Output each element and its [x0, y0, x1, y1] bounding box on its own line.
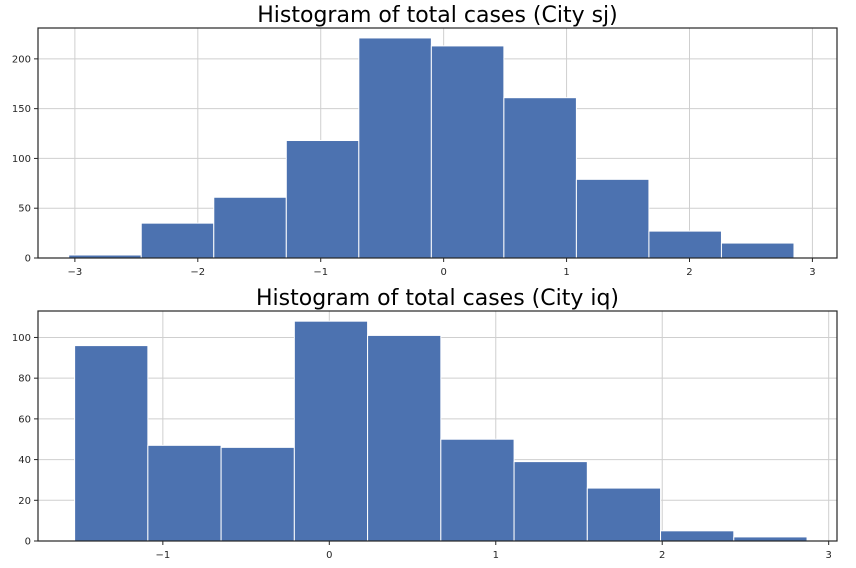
bars-iq: [74, 320, 808, 542]
histogram-bar: [648, 230, 722, 259]
y-tick-label: 100: [12, 333, 31, 344]
y-tick-label: 0: [25, 254, 31, 265]
histogram-bar: [367, 334, 442, 542]
x-tick-label: −2: [190, 267, 205, 278]
chart-title-sj: Histogram of total cases (City sj): [257, 3, 618, 28]
histogram-bar: [285, 140, 360, 259]
histogram-bar: [586, 487, 662, 542]
histogram-bar: [220, 446, 295, 542]
x-tick-label: −1: [313, 267, 328, 278]
axes-frame-sj: [37, 27, 838, 259]
x-tick-label: 3: [809, 267, 815, 278]
histogram-bar: [74, 345, 149, 542]
y-tick-label: 40: [18, 455, 31, 466]
x-tick-label: 0: [326, 550, 332, 561]
x-tick-label: −3: [68, 267, 83, 278]
histogram-sj: −3 −2 −1 0 1 2 3 0 50 100 150 200 Histogram of total…: [12, 3, 838, 278]
x-tick-label: −1: [155, 550, 170, 561]
chart-title-iq: Histogram of total cases (City iq): [256, 286, 619, 311]
y-tick-label: 150: [12, 104, 31, 115]
histogram-bar: [147, 444, 222, 542]
x-tick-label: 2: [659, 550, 665, 561]
histogram-bar: [733, 536, 808, 542]
x-axis-iq: −1 0 1 2 3: [155, 541, 832, 561]
histogram-bar: [503, 97, 577, 259]
x-tick-label: 2: [686, 267, 692, 278]
bars-sj: [68, 37, 795, 259]
histogram-bar: [430, 45, 505, 259]
y-tick-label: 200: [12, 54, 31, 65]
y-tick-label: 50: [18, 204, 31, 215]
histogram-bar: [660, 530, 735, 542]
x-tick-label: 1: [563, 267, 569, 278]
y-axis-iq: 0 20 40 60 80 100: [12, 333, 38, 548]
histogram-bar: [440, 438, 515, 542]
histogram-bar: [213, 196, 287, 259]
y-tick-label: 20: [18, 496, 31, 507]
x-axis-sj: −3 −2 −1 0 1 2 3: [68, 258, 816, 278]
histogram-bar: [513, 461, 588, 542]
y-tick-label: 80: [18, 374, 31, 385]
y-tick-label: 60: [18, 414, 31, 425]
x-tick-label: 3: [825, 550, 831, 561]
y-axis-sj: 0 50 100 150 200: [12, 54, 38, 265]
histogram-iq: −1 0 1 2 3 0 20 40 60 80 100 Histogram of total cas…: [12, 286, 838, 561]
histogram-bar: [575, 178, 650, 259]
x-tick-label: 1: [493, 550, 499, 561]
histogram-bar: [358, 37, 432, 259]
histogram-bar: [720, 242, 795, 259]
y-tick-label: 0: [25, 537, 31, 548]
histogram-bar: [140, 222, 215, 259]
axes-frame-iq: [37, 310, 838, 542]
y-tick-label: 100: [12, 154, 31, 165]
histogram-bar: [293, 320, 369, 542]
x-tick-label: 0: [440, 267, 446, 278]
